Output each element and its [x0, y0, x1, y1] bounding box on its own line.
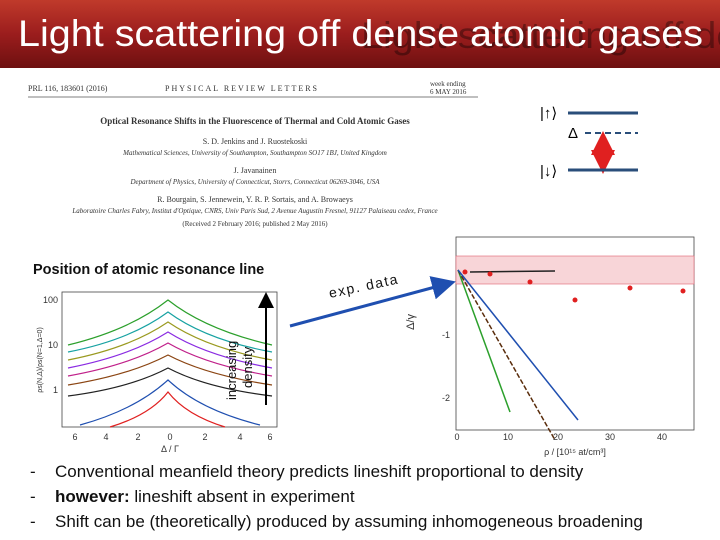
detuning-label: Δ	[568, 125, 578, 142]
x-axis-label: Δ / Γ	[161, 444, 179, 454]
affiliation: Department of Physics, University of Con…	[129, 178, 380, 186]
curve	[67, 331, 273, 369]
x-axis-label: ρ / [10¹⁵ at/cm³]	[544, 447, 606, 457]
line	[457, 269, 556, 441]
curves	[67, 299, 273, 428]
right-plot: Δ/γ -1 -2 0 10 20 30 40 ρ / [10¹⁵ at/cm³…	[405, 236, 695, 457]
x-tick-label: 6	[72, 432, 77, 442]
curve	[67, 342, 273, 377]
x-tick-label: 2	[135, 432, 140, 442]
curve	[109, 391, 226, 428]
curve	[67, 299, 273, 346]
theory-lines	[457, 269, 579, 441]
line	[457, 269, 579, 421]
bullet-text: Shift can be (theoretically) produced by…	[55, 512, 643, 531]
point	[462, 269, 468, 275]
point	[487, 271, 493, 277]
journal-ref: PRL 116, 183601 (2016)	[28, 84, 108, 93]
received: (Received 2 February 2016; published 2 M…	[182, 220, 328, 228]
x-tick-label: 2	[202, 432, 207, 442]
x-tick-label: 20	[553, 432, 563, 442]
paper-title: Optical Resonance Shifts in the Fluoresc…	[100, 116, 410, 126]
curve	[79, 379, 261, 426]
bullet-marker: -	[30, 462, 36, 481]
x-tick-label: 6	[267, 432, 272, 442]
week-line: week ending	[430, 80, 466, 88]
title-shadow: Light scattering off dense atomic gases	[361, 15, 720, 56]
exp-data-label: exp. data	[327, 270, 400, 300]
y-tick-label: 1	[53, 385, 58, 395]
plot-frame	[61, 291, 278, 428]
x-tick-label: 30	[605, 432, 615, 442]
point	[572, 297, 578, 303]
density-annotation: density	[240, 346, 255, 388]
bullet-marker: -	[30, 512, 36, 531]
bullet-list: - Conventional meanfield theory predicts…	[30, 462, 643, 531]
affiliation: Laboratoire Charles Fabry, Institut d'Op…	[71, 207, 437, 215]
level-label: |↓⟩	[540, 163, 557, 180]
x-tick-label: 0	[167, 432, 172, 442]
level-diagram: |↑⟩ Δ |↓⟩	[540, 105, 638, 180]
y-tick-label: 100	[43, 295, 58, 305]
paper-header: PRL 116, 183601 (2016) PHYSICAL REVIEW L…	[28, 80, 478, 228]
authors: S. D. Jenkins and J. Ruostekoski	[203, 137, 308, 146]
line	[469, 270, 556, 273]
y-tick-label: 10	[48, 340, 58, 350]
y-tick-label: -2	[442, 393, 450, 403]
bullet-bold: however:	[55, 487, 130, 506]
left-plot: ρs(N,Δ)/ρs(N=1,Δ=0) 100 10 1 6 4 2 0 2 4…	[37, 291, 278, 454]
y-tick-label: -1	[442, 330, 450, 340]
y-axis-label: Δ/γ	[405, 314, 417, 330]
journal-name: PHYSICAL REVIEW LETTERS	[165, 84, 319, 93]
x-tick-label: 10	[503, 432, 513, 442]
bullet-marker: -	[30, 487, 36, 506]
level-label: |↑⟩	[540, 105, 557, 122]
point	[627, 285, 633, 291]
week-line: 6 MAY 2016	[430, 88, 467, 96]
bullet-rest: lineshift absent in experiment	[130, 487, 355, 506]
slide-title: Light scattering off dense atomic gases	[18, 13, 703, 54]
bullet-text: however: lineshift absent in experiment	[55, 487, 355, 506]
affiliation: Mathematical Sciences, University of Sou…	[122, 149, 387, 157]
x-tick-label: 40	[657, 432, 667, 442]
line	[457, 269, 511, 413]
x-tick-label: 4	[237, 432, 242, 442]
exp-points	[462, 269, 686, 303]
authors: J. Javanainen	[234, 166, 277, 175]
bullet-text: Conventional meanfield theory predicts l…	[55, 462, 584, 481]
x-tick-label: 0	[454, 432, 459, 442]
curve	[67, 367, 273, 397]
curve	[67, 321, 273, 361]
curve	[67, 311, 273, 353]
title-banner	[0, 0, 720, 68]
y-axis-label: ρs(N,Δ)/ρs(N=1,Δ=0)	[37, 327, 44, 393]
curve	[67, 354, 273, 386]
panel-title: Position of atomic resonance line	[33, 262, 264, 278]
point	[527, 279, 533, 285]
point	[680, 288, 686, 294]
experiment-band	[455, 255, 695, 285]
authors: R. Bourgain, S. Jennewein, Y. R. P. Sort…	[157, 195, 353, 204]
x-tick-label: 4	[103, 432, 108, 442]
density-annotation: increasing	[224, 341, 239, 400]
pointer-arrow	[289, 276, 456, 328]
